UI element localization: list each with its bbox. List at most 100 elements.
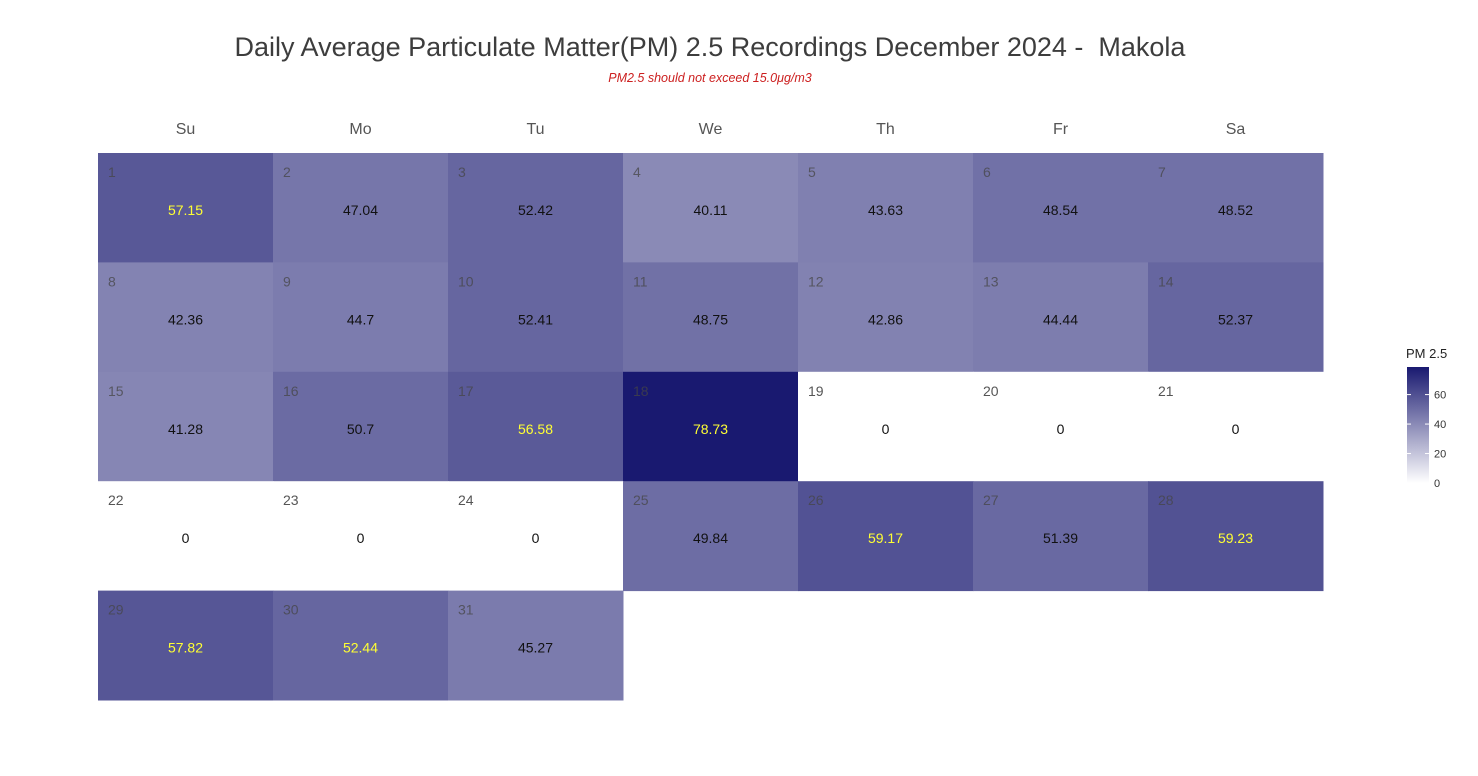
day-cell xyxy=(1148,262,1324,373)
weekday-header: Sa xyxy=(1226,121,1246,138)
day-cell xyxy=(273,481,449,592)
day-number: 10 xyxy=(458,273,474,289)
chart-subtitle: PM2.5 should not exceed 15.0μg/m3 xyxy=(608,71,812,85)
chart-title: Daily Average Particulate Matter(PM) 2.5… xyxy=(234,32,1186,62)
value-label: 0 xyxy=(182,530,190,546)
value-label: 52.44 xyxy=(343,640,378,656)
day-number: 2 xyxy=(283,164,291,180)
day-number: 30 xyxy=(283,602,299,618)
value-label: 47.04 xyxy=(343,202,378,218)
day-cell xyxy=(1148,481,1324,592)
value-label: 0 xyxy=(357,530,365,546)
day-number: 6 xyxy=(983,164,991,180)
value-label: 59.17 xyxy=(868,530,903,546)
weekday-header: Mo xyxy=(349,121,371,138)
value-label: 52.42 xyxy=(518,202,553,218)
day-number: 31 xyxy=(458,602,474,618)
day-number: 8 xyxy=(108,273,116,289)
value-label: 49.84 xyxy=(693,530,728,546)
day-cell xyxy=(1148,371,1324,482)
value-label: 59.23 xyxy=(1218,530,1253,546)
day-number: 23 xyxy=(283,492,299,508)
value-label: 48.75 xyxy=(693,311,728,327)
legend-colorbar: 0 20 40 60 xyxy=(1407,367,1446,490)
value-label: 57.82 xyxy=(168,640,203,656)
day-number: 21 xyxy=(1158,383,1174,399)
weekday-header: We xyxy=(699,121,723,138)
day-number: 14 xyxy=(1158,273,1174,289)
legend-title: PM 2.5 xyxy=(1406,346,1448,361)
day-number: 12 xyxy=(808,273,824,289)
value-label: 50.7 xyxy=(347,421,374,437)
value-label: 44.7 xyxy=(347,311,374,327)
day-number: 17 xyxy=(458,383,474,399)
day-cell xyxy=(973,371,1149,482)
value-label: 48.52 xyxy=(1218,202,1253,218)
day-number: 29 xyxy=(108,602,124,618)
day-cell xyxy=(273,371,449,482)
value-label: 44.44 xyxy=(1043,311,1078,327)
day-cell xyxy=(798,153,974,263)
weekday-header: Th xyxy=(876,121,895,138)
day-cell xyxy=(98,153,274,263)
day-number: 3 xyxy=(458,164,466,180)
value-label: 42.36 xyxy=(168,311,203,327)
day-cell xyxy=(448,590,624,701)
day-number: 1 xyxy=(108,164,116,180)
day-number: 4 xyxy=(633,164,641,180)
day-cell xyxy=(1148,153,1324,263)
day-number: 7 xyxy=(1158,164,1166,180)
day-cell xyxy=(98,371,274,482)
value-label: 0 xyxy=(1232,421,1240,437)
day-cell xyxy=(273,590,449,701)
weekday-header: Fr xyxy=(1053,121,1069,138)
day-number: 16 xyxy=(283,383,299,399)
day-number: 13 xyxy=(983,273,999,289)
day-cell xyxy=(798,371,974,482)
value-label: 51.39 xyxy=(1043,530,1078,546)
day-cell xyxy=(448,153,624,263)
value-label: 0 xyxy=(1057,421,1065,437)
day-cell xyxy=(623,481,799,592)
day-cells: 1 57.15 2 47.04 3 52.42 4 40.11 5 43.63 6 48.54 7 48.… xyxy=(98,153,1324,701)
day-number: 26 xyxy=(808,492,824,508)
legend-tick-label: 40 xyxy=(1434,419,1446,431)
day-number: 20 xyxy=(983,383,999,399)
day-number: 11 xyxy=(633,273,648,289)
legend-tick-label: 20 xyxy=(1434,449,1446,461)
day-number: 9 xyxy=(283,273,291,289)
day-number: 19 xyxy=(808,383,824,399)
value-label: 57.15 xyxy=(168,202,203,218)
day-number: 24 xyxy=(458,492,474,508)
day-cell xyxy=(448,262,624,373)
weekday-header: Su xyxy=(176,121,196,138)
value-label: 43.63 xyxy=(868,202,903,218)
value-label: 48.54 xyxy=(1043,202,1078,218)
day-cell xyxy=(798,262,974,373)
day-number: 5 xyxy=(808,164,816,180)
day-number: 25 xyxy=(633,492,649,508)
day-cell xyxy=(623,371,799,482)
day-cell xyxy=(273,262,449,373)
legend-tick-label: 60 xyxy=(1434,390,1446,402)
day-cell xyxy=(273,153,449,263)
day-cell xyxy=(973,481,1149,592)
legend-gradient-bar xyxy=(1407,367,1429,483)
day-cell xyxy=(973,262,1149,373)
day-cell xyxy=(798,481,974,592)
day-number: 28 xyxy=(1158,492,1174,508)
legend-tick-label: 0 xyxy=(1434,478,1440,490)
value-label: 56.58 xyxy=(518,421,553,437)
value-label: 52.37 xyxy=(1218,311,1253,327)
weekday-header: Tu xyxy=(526,121,544,138)
day-cell xyxy=(973,153,1149,263)
day-cell xyxy=(623,262,799,373)
day-cell xyxy=(98,481,274,592)
day-cell xyxy=(623,153,799,263)
value-label: 78.73 xyxy=(693,421,728,437)
value-label: 0 xyxy=(532,530,540,546)
value-label: 52.41 xyxy=(518,311,553,327)
day-cell xyxy=(448,371,624,482)
day-cell xyxy=(98,262,274,373)
day-cell xyxy=(98,590,274,701)
